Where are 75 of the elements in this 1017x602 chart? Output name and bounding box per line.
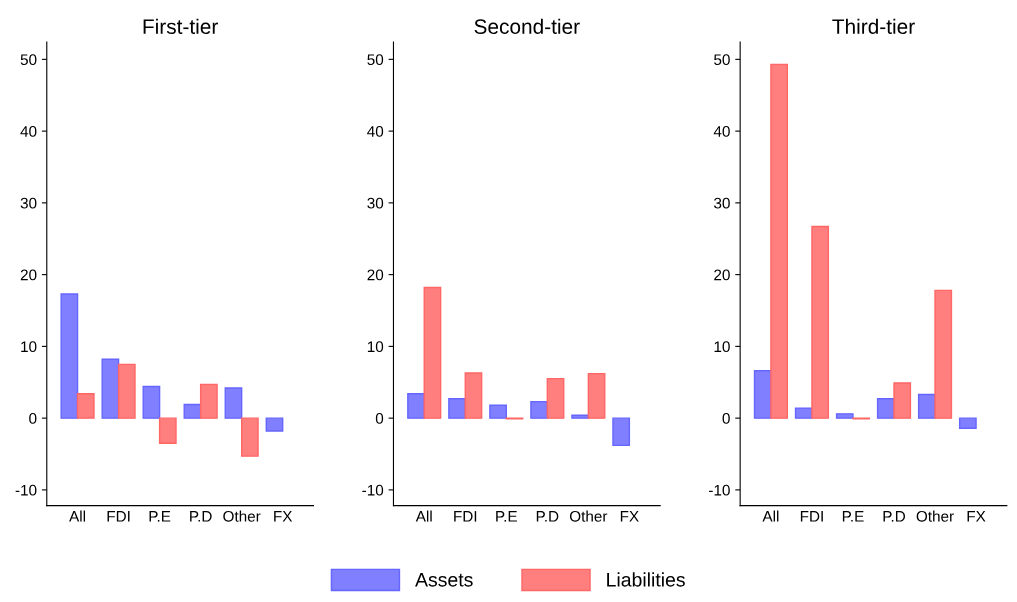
bar [117, 363, 136, 419]
bar [934, 289, 953, 419]
y-tick-label: 20 [20, 269, 37, 281]
y-tick-label: 0 [29, 413, 37, 424]
x-tick-label: FDI [454, 511, 477, 522]
bar [199, 383, 218, 419]
x-tick-label: P.E [149, 511, 171, 522]
y-tick-label: 10 [714, 341, 730, 353]
y-tick-label: -10 [15, 484, 37, 496]
chart-title: Third-tier [832, 18, 915, 35]
bar [770, 63, 789, 419]
x-tick-label: FDI [107, 511, 130, 522]
x-tick-label: FX [967, 511, 986, 522]
bar [753, 370, 772, 419]
y-tick-label: 30 [714, 197, 730, 209]
bar [101, 358, 120, 419]
bar [811, 225, 830, 419]
bar [158, 417, 177, 444]
bar [794, 407, 813, 419]
y-tick-label: 20 [367, 269, 384, 281]
y-tick-label: 50 [367, 54, 384, 66]
x-tick-label: FX [274, 511, 293, 522]
y-tick-label: 50 [714, 54, 730, 66]
bar [464, 372, 483, 419]
x-tick-label: Other [569, 510, 608, 522]
chart-title: First-tier [143, 18, 218, 35]
bar [423, 286, 442, 419]
x-tick-label: P.E [842, 511, 864, 522]
y-tick-label: 10 [367, 341, 384, 353]
y-tick-label: 50 [20, 54, 37, 66]
bar [958, 417, 977, 429]
y-tick-label: 40 [367, 125, 384, 137]
y-tick-label: 20 [714, 269, 730, 281]
bar [265, 417, 284, 432]
y-tick-label: 30 [367, 197, 384, 209]
x-tick-label: FX [620, 511, 639, 522]
x-tick-label: P.D [536, 511, 559, 522]
bar [587, 372, 606, 419]
y-tick-label: 40 [713, 125, 730, 137]
y-tick-label: 10 [21, 341, 37, 353]
bar [546, 377, 565, 419]
chart-title: Second-tier [474, 18, 580, 35]
bar [876, 398, 895, 419]
bar [893, 382, 912, 419]
bar [530, 400, 549, 419]
bar [183, 403, 202, 419]
y-tick-label: -10 [362, 484, 384, 496]
y-tick-label: 30 [20, 197, 37, 209]
x-tick-label: FDI [800, 511, 823, 522]
bar [76, 393, 95, 419]
bar [407, 393, 425, 419]
y-tick-label: 0 [375, 413, 384, 424]
bar [240, 417, 259, 457]
y-tick-label: 0 [722, 413, 730, 424]
x-tick-label: P.D [883, 511, 906, 522]
x-tick-label: P.E [496, 511, 517, 522]
bar [612, 417, 631, 447]
x-tick-label: P.D [190, 511, 212, 522]
x-tick-label: Other [223, 510, 261, 522]
bar [489, 404, 507, 419]
bar [224, 387, 243, 419]
x-tick-label: All [415, 510, 432, 522]
x-tick-label: Other [916, 510, 954, 522]
bar [571, 414, 590, 419]
bar [60, 293, 79, 419]
y-tick-label: 40 [20, 125, 37, 137]
x-tick-label: All [762, 510, 779, 522]
bar [835, 413, 854, 419]
legend-label: Liabilities [607, 572, 685, 587]
bar [142, 385, 161, 419]
bar [917, 393, 936, 419]
bar [448, 398, 466, 419]
legend-label: Assets [415, 573, 473, 587]
x-tick-label: All [69, 510, 86, 522]
y-tick-label: -10 [709, 484, 730, 496]
